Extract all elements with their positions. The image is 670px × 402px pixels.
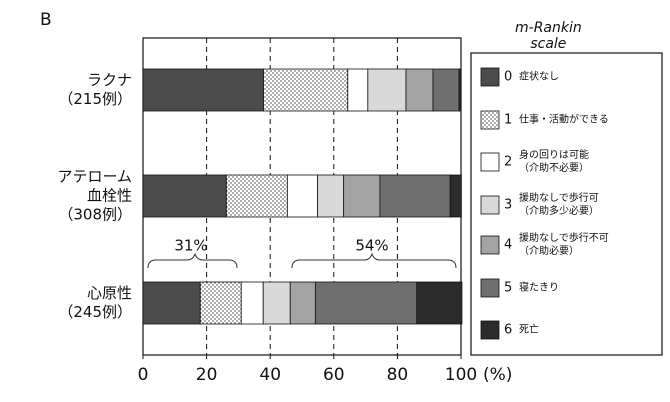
bar-segment	[458, 68, 462, 112]
x-tick-label: 60	[323, 365, 345, 385]
legend-code: 1	[504, 112, 513, 128]
legend-label: 寝たきり	[519, 282, 559, 294]
legend-label: 身の回りは可能 （介助不必要）	[519, 150, 589, 174]
annotation: 54%	[355, 237, 388, 255]
legend-swatch	[480, 235, 500, 255]
bar-segment	[225, 174, 288, 218]
bar-segment	[416, 281, 463, 325]
panel-label: B	[40, 10, 52, 30]
x-tick-label: 40	[259, 365, 281, 385]
legend-frame	[470, 52, 663, 356]
legend-code: 4	[504, 237, 513, 253]
legend-label: 援助なしで歩行不可 （介助必要）	[519, 233, 609, 257]
bar-segment	[314, 281, 418, 325]
bar-segment	[142, 281, 201, 325]
legend-swatch	[480, 195, 500, 215]
legend-code: 5	[504, 280, 513, 296]
x-tick-label: 20	[196, 365, 218, 385]
bar-segment	[347, 68, 369, 112]
bar-segment	[263, 68, 349, 112]
category-label: アテローム 血栓性 （308例）	[57, 167, 132, 224]
bar-segment	[367, 68, 407, 112]
bar-segment	[142, 68, 264, 112]
legend-label: 仕事・活動ができる	[519, 114, 609, 126]
category-label: ラクナ （215例）	[58, 71, 132, 108]
bar-segment	[405, 68, 434, 112]
legend-code: 0	[504, 69, 513, 85]
bar-segment	[262, 281, 291, 325]
bar-segment	[240, 281, 264, 325]
bar-segment	[286, 174, 318, 218]
bar-segment	[379, 174, 451, 218]
legend-label: 症状なし	[519, 71, 559, 83]
legend-code: 3	[504, 197, 513, 213]
brace	[147, 252, 238, 269]
bar-segment	[142, 174, 227, 218]
legend-code: 6	[504, 322, 513, 338]
legend-label: 援助なしで歩行可 （介助多少必要）	[519, 193, 599, 217]
brace	[291, 252, 457, 269]
legend-label: 死亡	[519, 324, 539, 336]
legend-swatch	[480, 67, 500, 87]
annotation: 31%	[174, 237, 207, 255]
x-tick-label: 100	[445, 365, 477, 385]
bar-segment	[317, 174, 345, 218]
legend-code: 2	[504, 154, 513, 170]
legend-swatch	[480, 152, 500, 172]
category-label: 心原性 （245例）	[58, 284, 132, 321]
x-tick-label: 80	[387, 365, 409, 385]
bar-segment	[343, 174, 381, 218]
legend-swatch	[480, 110, 500, 130]
legend-swatch	[480, 320, 500, 340]
legend-swatch	[480, 278, 500, 298]
bar-segment	[289, 281, 316, 325]
bar-segment	[449, 174, 462, 218]
x-tick-label: 0	[138, 365, 149, 385]
legend-title: m-Rankin scale	[515, 20, 582, 52]
bar-segment	[432, 68, 460, 112]
x-axis-label: (%)	[483, 365, 512, 385]
bar-segment	[199, 281, 242, 325]
